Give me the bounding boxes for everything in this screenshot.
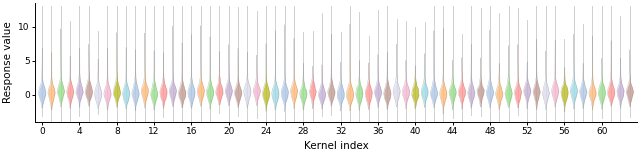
Y-axis label: Response value: Response value [3,21,13,103]
X-axis label: Kernel index: Kernel index [303,141,369,151]
